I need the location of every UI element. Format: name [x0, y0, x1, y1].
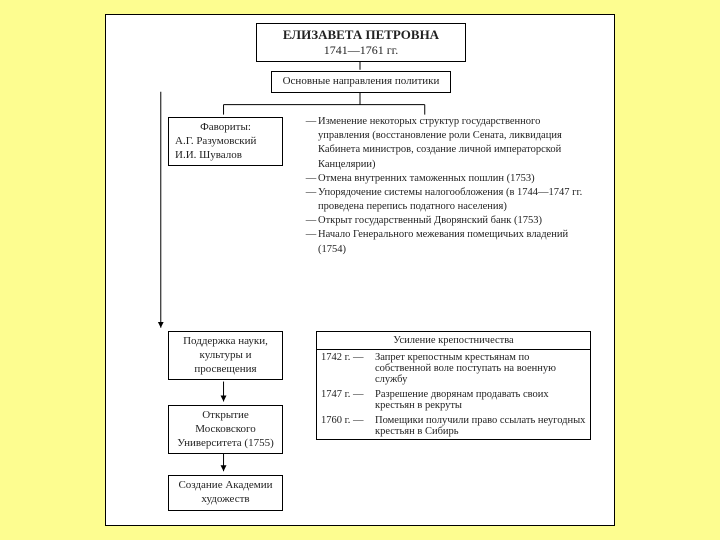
support-text: Поддержка науки, культуры и просвещения	[183, 335, 268, 375]
academy-box: Создание Академии художеств	[168, 475, 283, 511]
table-row: 1760 г. — Помещики получили право ссылат…	[317, 413, 590, 439]
university-text: Открытие Московского Университета (1755)	[177, 409, 273, 449]
policy-list: —Изменение некоторых структур государств…	[304, 115, 594, 257]
diagram-card: ЕЛИЗАВЕТА ПЕТРОВНА 1741—1761 гг. Основны…	[105, 14, 615, 526]
support-box: Поддержка науки, культуры и просвещения	[168, 331, 283, 380]
policy-item: —Начало Генерального межевания помещичьи…	[304, 228, 594, 256]
policy-item: —Упорядочение системы налогообложения (в…	[304, 186, 594, 214]
favorites-box: Фавориты: А.Г. Разумовский И.И. Шувалов	[168, 117, 283, 166]
policy-item: —Отмена внутренних таможенных пошлин (17…	[304, 172, 594, 186]
university-box: Открытие Московского Университета (1755)	[168, 405, 283, 454]
header-title: ЕЛИЗАВЕТА ПЕТРОВНА	[263, 27, 459, 43]
policy-item: —Открыт государственный Дворянский банк …	[304, 214, 594, 228]
main-directions-label: Основные направления политики	[283, 75, 440, 87]
favorites-heading: Фавориты:	[175, 121, 276, 135]
academy-text: Создание Академии художеств	[178, 479, 272, 505]
header-box: ЕЛИЗАВЕТА ПЕТРОВНА 1741—1761 гг.	[256, 23, 466, 62]
table-row: 1742 г. — Запрет крепостным крестьянам п…	[317, 350, 590, 387]
table-row: 1747 г. — Разрешение дворянам продавать …	[317, 387, 590, 413]
favorites-name-0: А.Г. Разумовский	[175, 135, 276, 149]
header-subtitle: 1741—1761 гг.	[263, 43, 459, 58]
serfdom-title: Усиление крепостничества	[317, 332, 590, 350]
main-directions-box: Основные направления политики	[271, 71, 451, 93]
policy-item: —Изменение некоторых структур государств…	[304, 115, 594, 172]
serfdom-table: Усиление крепостничества 1742 г. — Запре…	[316, 331, 591, 440]
favorites-name-1: И.И. Шувалов	[175, 149, 276, 163]
